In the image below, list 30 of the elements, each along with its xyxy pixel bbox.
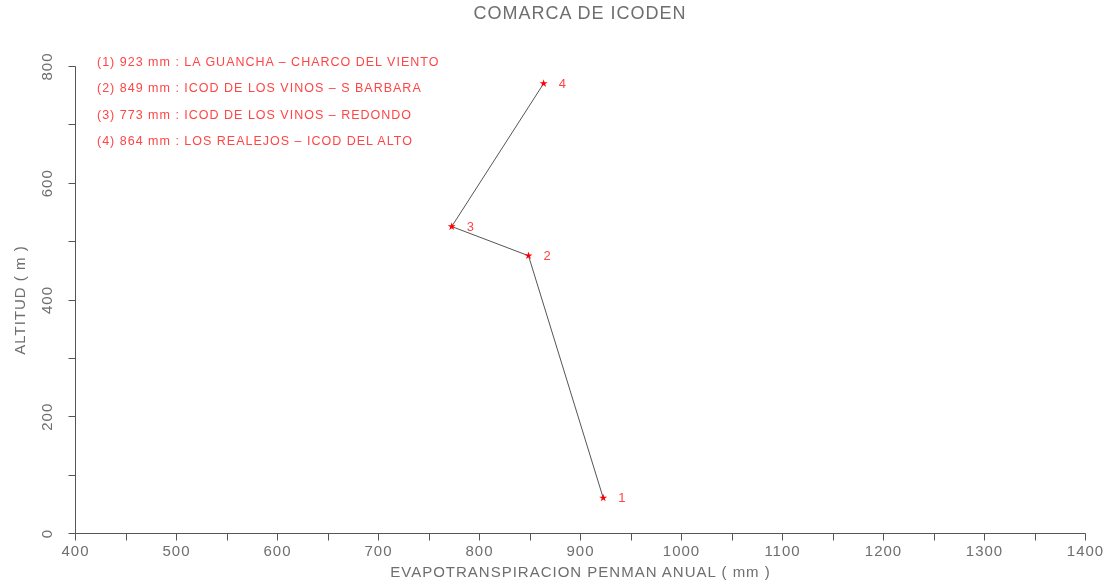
point (524, 251, 533, 260)
annotation: 4 (558, 75, 567, 91)
y-tick-label: 800 (37, 52, 55, 81)
x-tick-label: 400 (61, 541, 90, 559)
point (447, 222, 456, 230)
annotation: (1) 923 mm : LA GUANCHA – CHARCO DEL VIENTO (97, 55, 440, 69)
y-tick-label: 200 (37, 402, 55, 431)
x-axis-title: EVAPOTRANSPIRACION PENMAN ANUAL ( mm ) (390, 562, 771, 580)
annotation: 1 (618, 489, 627, 505)
point (539, 79, 548, 87)
annotation: (3) 773 mm : ICOD DE LOS VINOS – REDONDO (97, 107, 413, 122)
x-tick-label: 1000 (662, 541, 701, 559)
annotation: (4) 864 mm : LOS REALEJOS – ICOD DEL ALTO (97, 133, 413, 148)
x-tick-label: 1400 (1066, 541, 1105, 559)
x-tick-label: 1100 (764, 541, 801, 559)
annotation: 3 (466, 218, 475, 234)
annotation: 2 (543, 247, 552, 263)
x-tick-label: 600 (263, 541, 292, 559)
x-tick-label: 900 (566, 541, 595, 559)
y-tick-label: 600 (37, 169, 55, 198)
y-axis-title: ALTITUD ( m ) (10, 245, 28, 355)
x-tick-label: 700 (364, 541, 393, 559)
annotation: (2) 849 mm : ICOD DE LOS VINOS – S BARBARA (97, 81, 422, 96)
y-tick-label: 400 (37, 285, 55, 315)
x-tick-label: 500 (162, 541, 191, 559)
chart-title: COMARCA DE ICODEN (473, 3, 687, 24)
x-tick-label: 1300 (965, 541, 1004, 559)
y-tick-label: 0 (37, 528, 55, 539)
x-tick-label: 800 (465, 541, 494, 559)
x-tick-label: 1200 (864, 541, 903, 559)
